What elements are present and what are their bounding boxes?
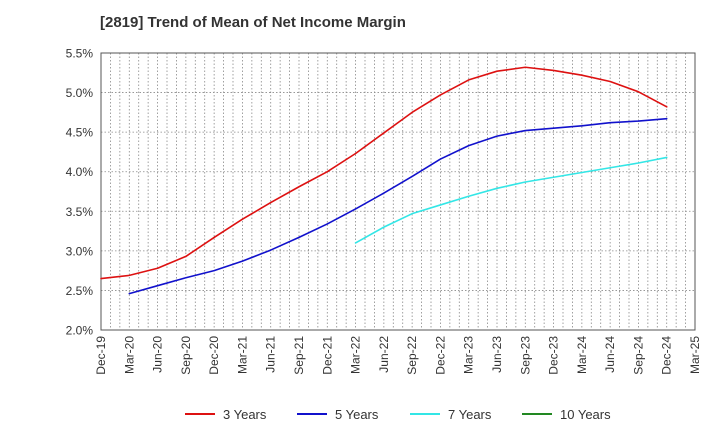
x-tick-label: Mar-23 xyxy=(462,336,476,374)
x-tick-label: Sep-22 xyxy=(405,336,419,375)
x-tick-label: Dec-22 xyxy=(433,336,447,375)
x-tick-label: Jun-22 xyxy=(377,336,391,373)
legend-entry: 10 Years xyxy=(560,407,611,422)
x-tick-label: Dec-20 xyxy=(207,336,221,375)
x-tick-label: Sep-24 xyxy=(631,336,645,375)
y-tick-label: 3.0% xyxy=(66,244,94,258)
x-tick-label: Dec-23 xyxy=(547,336,561,375)
y-tick-label: 4.0% xyxy=(66,165,94,179)
x-tick-label: Dec-24 xyxy=(660,336,674,375)
axes: 5.5% 5.0% 4.5% 4.0% 3.5% 3.0% 2.5% 2.0%Dec-19 Ma… xyxy=(66,47,702,375)
series-lines xyxy=(100,66,668,295)
x-tick-label: Mar-20 xyxy=(122,336,136,374)
x-tick-label: Sep-20 xyxy=(179,336,193,375)
x-tick-label: Jun-21 xyxy=(264,336,278,373)
chart-title: [2819] Trend of Mean of Net Income Margi… xyxy=(100,14,406,31)
y-tick-label: 4.5% xyxy=(66,126,94,140)
x-tick-label: Jun-20 xyxy=(151,336,165,373)
x-tick-label: Mar-22 xyxy=(349,336,363,374)
y-tick-label: 3.5% xyxy=(66,205,94,219)
y-tick-label: 2.0% xyxy=(66,324,94,338)
x-tick-label: Mar-24 xyxy=(575,336,589,374)
series-line-5-years xyxy=(128,117,668,295)
plot-area-border xyxy=(100,52,696,331)
x-tick-label: Jun-23 xyxy=(490,336,504,373)
series-line-3-years xyxy=(100,66,668,280)
legend-entry: 7 Years xyxy=(448,407,492,422)
x-tick-label: Dec-19 xyxy=(94,336,108,375)
grid xyxy=(100,52,696,331)
y-tick-label: 5.0% xyxy=(66,86,94,100)
x-tick-label: Sep-21 xyxy=(292,336,306,375)
y-tick-label: 5.5% xyxy=(66,47,94,61)
x-tick-label: Mar-21 xyxy=(235,336,249,374)
x-tick-label: Mar-25 xyxy=(688,336,702,374)
x-tick-label: Sep-23 xyxy=(518,336,532,375)
legend-entry: 5 Years xyxy=(335,407,379,422)
series-line-7-years xyxy=(354,156,668,244)
x-tick-label: Dec-21 xyxy=(320,336,334,375)
y-tick-label: 2.5% xyxy=(66,284,94,298)
legend-entry: 3 Years xyxy=(223,407,267,422)
x-tick-label: Jun-24 xyxy=(603,336,617,373)
legend: 3 Years 5 Years 7 Years 10 Years xyxy=(185,407,611,422)
